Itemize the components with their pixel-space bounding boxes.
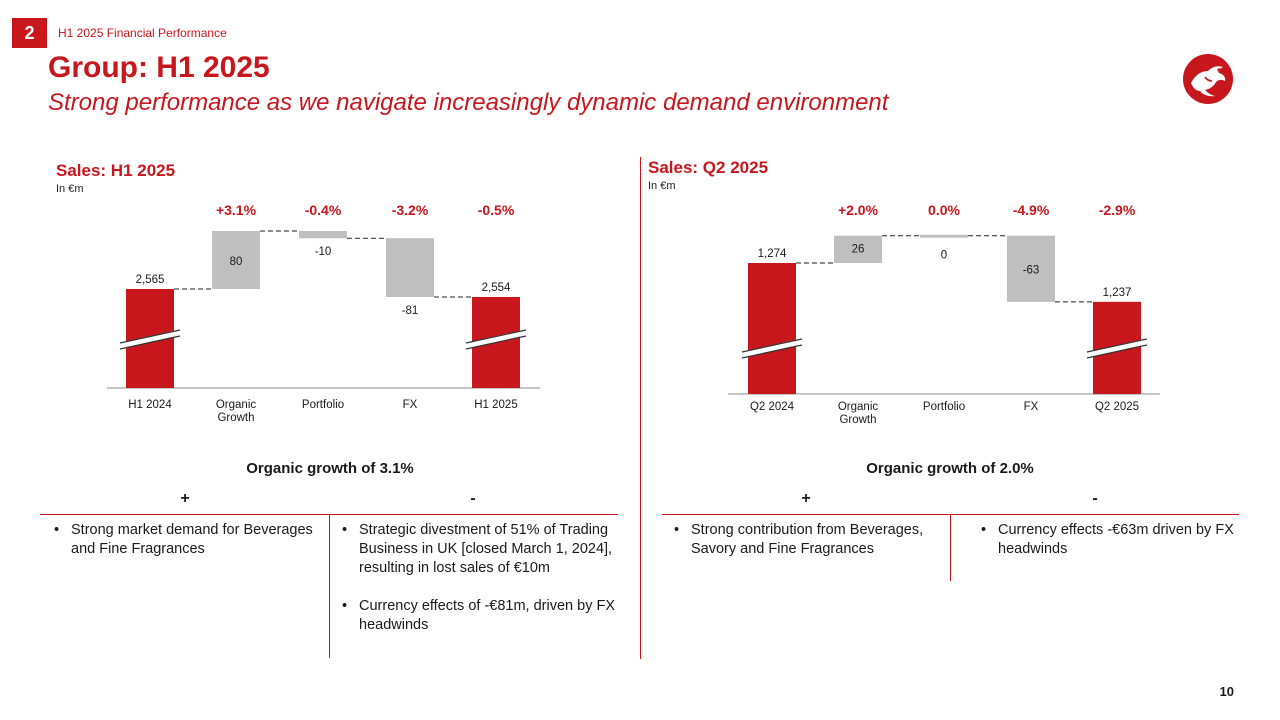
chart-1-value-label-2: 80	[230, 256, 243, 268]
chart-1-bar-2	[212, 231, 260, 289]
chart-1-growth-label-1: +3.1%	[216, 202, 257, 218]
right-minus-item: Currency effects -€63m driven by FX head…	[981, 521, 1243, 559]
chart-1-value-label-4: -81	[402, 305, 419, 317]
right-summary: Organic growth of 2.0%	[866, 460, 1034, 477]
chart-2-axis-break-line-1	[741, 338, 803, 353]
chart-1-value-label-3: -10	[315, 246, 332, 258]
chart-1-bar-3	[299, 231, 347, 239]
chart-1-growth-label-3: -3.2%	[392, 202, 429, 218]
chart-2-category-label-4: FX	[1024, 401, 1039, 413]
section-number-badge: 2	[12, 18, 47, 48]
chart-2-axis-break-line-1	[741, 344, 803, 359]
company-logo-icon	[1183, 54, 1233, 104]
chart-1-growth-label-4: -0.5%	[478, 202, 515, 218]
section-label: H1 2025 Financial Performance	[58, 26, 227, 40]
chart-2-axis-break-gap-1	[745, 339, 799, 357]
chart-1-growth-label-2: -0.4%	[305, 202, 342, 218]
chart-2-value-label-5: 1,237	[1103, 287, 1132, 299]
left-summary: Organic growth of 3.1%	[246, 460, 414, 477]
chart-1-axis-break-line-5	[465, 335, 527, 350]
chart-2-value-label-4: -63	[1023, 265, 1040, 277]
left-minus-label: -	[470, 490, 476, 507]
chart-1-axis-break-line-5	[465, 329, 527, 344]
chart-2-category-label-2: Organic	[838, 401, 879, 413]
chart-2-bar-1	[748, 263, 796, 394]
chart-1-value-label-5: 2,554	[482, 282, 511, 294]
chart-2-category-label-3: Portfolio	[923, 401, 965, 413]
chart-2-growth-label-4: -2.9%	[1099, 202, 1136, 218]
chart-1-unit: In €m	[56, 183, 84, 195]
chart-2-category-label-5: Q2 2025	[1095, 401, 1139, 413]
chart-2-axis-break-line-5	[1086, 338, 1148, 353]
chart-1-category-label-2: Growth	[217, 412, 254, 424]
chart-1-category-label-4: FX	[403, 399, 418, 411]
chart-2-value-label-1: 1,274	[758, 248, 787, 260]
chart-1-category-label-2: Organic	[216, 399, 257, 411]
right-minus-label: -	[1092, 490, 1098, 507]
chart-2-value-label-3: 0	[941, 250, 947, 262]
right-plus-label: +	[801, 490, 811, 507]
chart-2-bar-2	[834, 235, 882, 263]
center-divider	[640, 157, 641, 659]
chart-1-axis-break-line-1	[119, 335, 181, 350]
left-minus-list: Strategic divestment of 51% of Trading B…	[341, 521, 629, 654]
chart-1-category-label-5: H1 2025	[474, 399, 517, 411]
chart-1-bar-4	[386, 238, 434, 297]
left-panel-column-divider	[329, 514, 330, 658]
chart-2-bar-4	[1007, 235, 1055, 302]
chart-1-title: Sales: H1 2025	[56, 161, 176, 180]
chart-1-category-label-3: Portfolio	[302, 399, 344, 411]
right-plus-item: Strong contribution from Beverages, Savo…	[674, 521, 951, 559]
left-minus-item: Currency effects of -€81m, driven by FX …	[342, 597, 629, 635]
chart-2-axis-break-gap-5	[1090, 339, 1144, 357]
page-subtitle: Strong performance as we navigate increa…	[48, 89, 889, 116]
chart-1-axis-break-gap-5	[469, 330, 523, 348]
chart-2-value-label-2: 26	[852, 244, 865, 256]
chart-2-category-label-2: Growth	[839, 414, 876, 426]
page-number: 10	[1219, 684, 1234, 699]
left-minus-item: Strategic divestment of 51% of Trading B…	[342, 521, 629, 578]
chart-2-category-label-1: Q2 2024	[750, 401, 795, 413]
chart-2-bar-3	[920, 234, 968, 238]
chart-2-growth-label-1: +2.0%	[838, 202, 879, 218]
page-title: Group: H1 2025	[48, 51, 270, 84]
left-plus-label: +	[180, 490, 190, 507]
chart-1-category-label-1: H1 2024	[128, 399, 172, 411]
right-minus-list: Currency effects -€63m driven by FX head…	[980, 521, 1243, 578]
chart-1-axis-break-line-1	[119, 329, 181, 344]
chart-2-growth-label-2: 0.0%	[928, 202, 960, 218]
left-plus-item: Strong market demand for Beverages and F…	[54, 521, 336, 559]
chart-2-title: Sales: Q2 2025	[648, 158, 769, 177]
chart-2-growth-label-3: -4.9%	[1013, 202, 1050, 218]
chart-1-value-label-1: 2,565	[136, 274, 165, 286]
right-plus-list: Strong contribution from Beverages, Savo…	[673, 521, 951, 578]
chart-2-unit: In €m	[648, 180, 676, 192]
chart-2-axis-break-line-5	[1086, 344, 1148, 359]
left-plus-list: Strong market demand for Beverages and F…	[53, 521, 336, 578]
chart-1-axis-break-gap-1	[123, 330, 177, 348]
